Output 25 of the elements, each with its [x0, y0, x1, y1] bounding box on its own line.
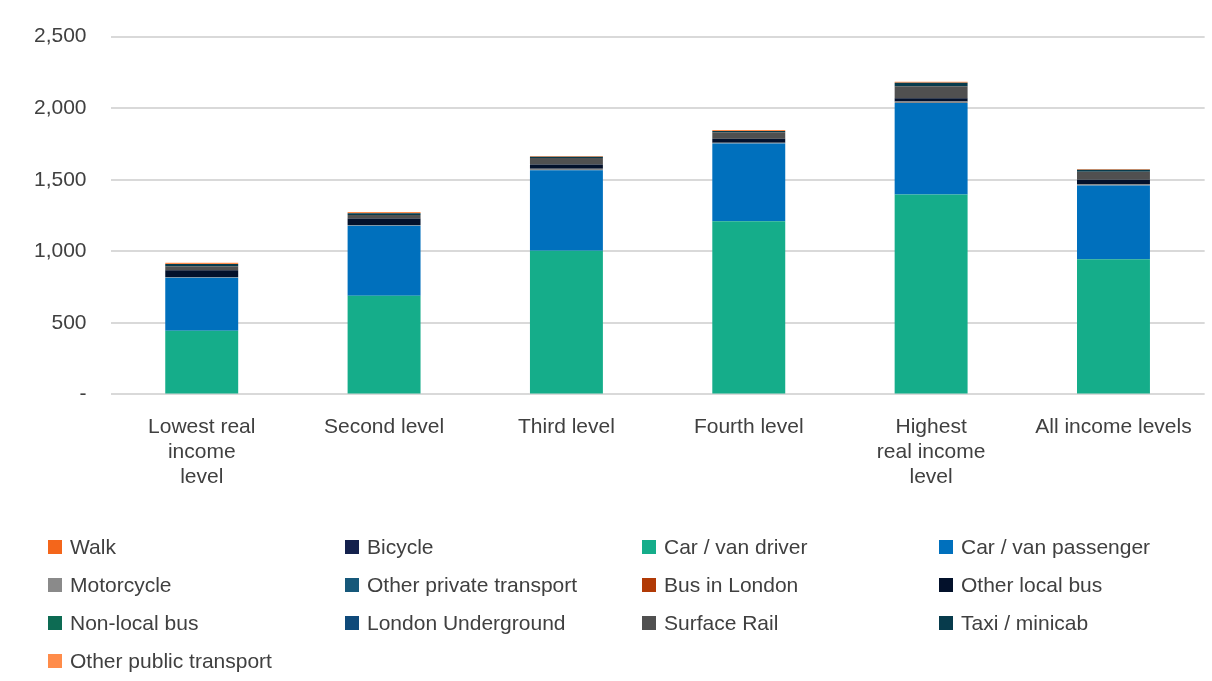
x-tick-label: Fourth level — [693, 413, 804, 437]
y-tick-label: 2,500 — [33, 23, 87, 47]
legend-label: Taxi / minicab — [961, 611, 1089, 635]
legend-label: Bicycle — [367, 535, 434, 559]
legend-label: London Underground — [367, 611, 566, 635]
legend-label: Car / van passenger — [961, 535, 1151, 559]
legend-label: Walk — [70, 535, 116, 559]
x-tick-label: All income levels — [1035, 413, 1192, 437]
y-tick-label: 2,000 — [33, 94, 87, 118]
x-tick-label: Third level — [517, 413, 615, 437]
x-tick-label: Lowest real income level — [148, 413, 256, 488]
legend-label: Surface Rail — [664, 611, 779, 635]
x-tick-label: Second level — [323, 413, 445, 437]
legend-label: Motorcycle — [70, 573, 172, 597]
y-tick-label: 1,000 — [33, 238, 87, 262]
y-tick-label: 500 — [51, 309, 87, 333]
legend-label: Bus in London — [664, 573, 799, 597]
legend-label: Non-local bus — [70, 611, 199, 635]
y-tick-label: - — [79, 381, 87, 405]
legend-label: Other private transport — [367, 573, 578, 597]
x-tick-label: Highest real income level — [876, 413, 986, 488]
legend-label: Other public transport — [70, 649, 272, 673]
y-tick-label: 1,500 — [33, 166, 87, 190]
legend-label: Car / van driver — [664, 535, 808, 559]
legend-label: Other local bus — [961, 573, 1103, 597]
